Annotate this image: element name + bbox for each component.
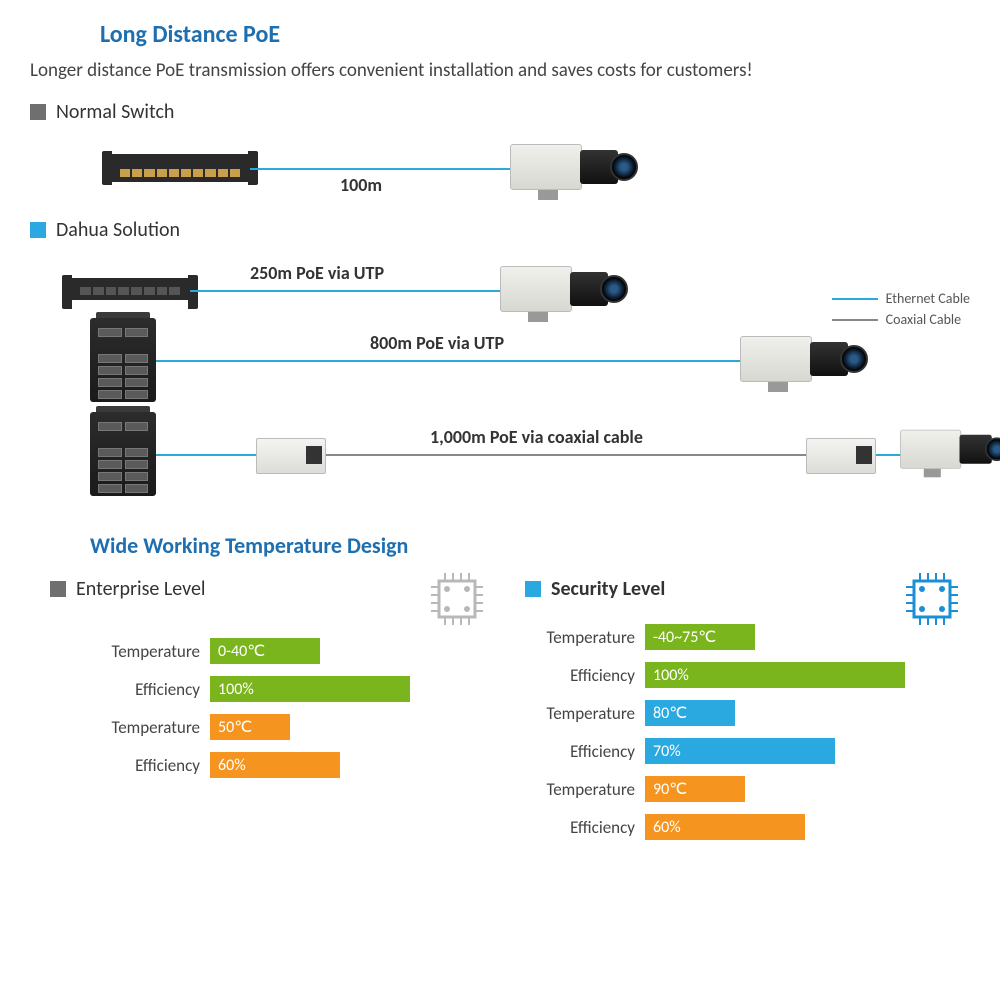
ethernet-line-icon	[190, 290, 520, 292]
bar-row: Efficiency100%	[90, 673, 495, 705]
industrial-switch-icon	[90, 412, 156, 496]
marker-square-icon	[30, 222, 46, 238]
section-dahua: Dahua Solution	[30, 218, 970, 242]
rack-switch-icon	[70, 278, 190, 300]
bar-value: 60%	[210, 752, 340, 778]
bar-label: Temperature	[525, 703, 645, 724]
diagram-row-normal: 100m	[70, 136, 970, 210]
bar-label: Temperature	[525, 627, 645, 648]
bar-value: 100%	[645, 662, 905, 688]
diagram-row-1000m: 1,000m PoE via coaxial cable	[70, 412, 970, 512]
bar-label: Temperature	[90, 717, 210, 738]
ethernet-line-icon	[156, 360, 756, 362]
bar-row: Temperature0-40℃	[90, 635, 495, 667]
chip-blue-icon	[904, 571, 960, 627]
marker-square-icon	[30, 104, 46, 120]
bar-value: 70%	[645, 738, 835, 764]
diagram-row-800m: 800m PoE via UTP	[70, 318, 970, 412]
bar-value: 60%	[645, 814, 805, 840]
page-title: Long Distance PoE	[100, 20, 970, 49]
bar-row: Temperature50℃	[90, 711, 495, 743]
bar-label: Efficiency	[525, 665, 645, 686]
ethernet-line-icon	[250, 168, 530, 170]
section-label: Dahua Solution	[56, 218, 180, 242]
bar-value: 50℃	[210, 714, 290, 740]
bar-row: Efficiency60%	[90, 749, 495, 781]
distance-label: 1,000m PoE via coaxial cable	[430, 426, 643, 448]
enterprise-column: Enterprise Level Temperature0-40℃Efficie…	[50, 577, 495, 849]
camera-icon	[740, 334, 850, 384]
bar-label: Efficiency	[90, 679, 210, 700]
bar-row: Temperature90℃	[525, 773, 970, 805]
temp-columns: Enterprise Level Temperature0-40℃Efficie…	[50, 577, 970, 849]
distance-label: 250m PoE via UTP	[250, 262, 384, 284]
coax-line-icon	[326, 454, 806, 456]
converter-icon	[806, 438, 876, 474]
page-subtitle: Longer distance PoE transmission offers …	[30, 59, 970, 82]
bar-value: 90℃	[645, 776, 745, 802]
marker-square-icon	[525, 581, 541, 597]
ethernet-line-icon	[156, 454, 256, 456]
converter-icon	[256, 438, 326, 474]
camera-icon	[500, 264, 610, 314]
column-label: Enterprise Level	[76, 577, 206, 601]
bar-row: Efficiency60%	[525, 811, 970, 843]
diagram-row-250m: 250m PoE via UTP	[70, 254, 970, 318]
bar-label: Temperature	[525, 779, 645, 800]
bar-row: Temperature80℃	[525, 697, 970, 729]
distance-label: 100m	[340, 174, 382, 196]
industrial-switch-icon	[90, 318, 156, 402]
bar-row: Efficiency70%	[525, 735, 970, 767]
bar-value: 100%	[210, 676, 410, 702]
bar-value: -40~75℃	[645, 624, 755, 650]
camera-icon	[900, 428, 1000, 478]
bar-label: Temperature	[90, 641, 210, 662]
distance-label: 800m PoE via UTP	[370, 332, 504, 354]
section-normal: Normal Switch	[30, 100, 970, 124]
chip-gray-icon	[429, 571, 485, 627]
bar-value: 0-40℃	[210, 638, 320, 664]
bar-label: Efficiency	[90, 755, 210, 776]
bar-label: Efficiency	[525, 817, 645, 838]
bar-row: Efficiency100%	[525, 659, 970, 691]
rack-switch-icon	[110, 154, 250, 182]
marker-square-icon	[50, 581, 66, 597]
bar-label: Efficiency	[525, 741, 645, 762]
section-label: Normal Switch	[56, 100, 174, 124]
camera-icon	[510, 142, 620, 192]
temp-section-title: Wide Working Temperature Design	[90, 532, 970, 559]
security-column: Security Level Temperature-40~75℃Efficie…	[525, 577, 970, 849]
bar-value: 80℃	[645, 700, 735, 726]
column-label: Security Level	[551, 577, 665, 601]
